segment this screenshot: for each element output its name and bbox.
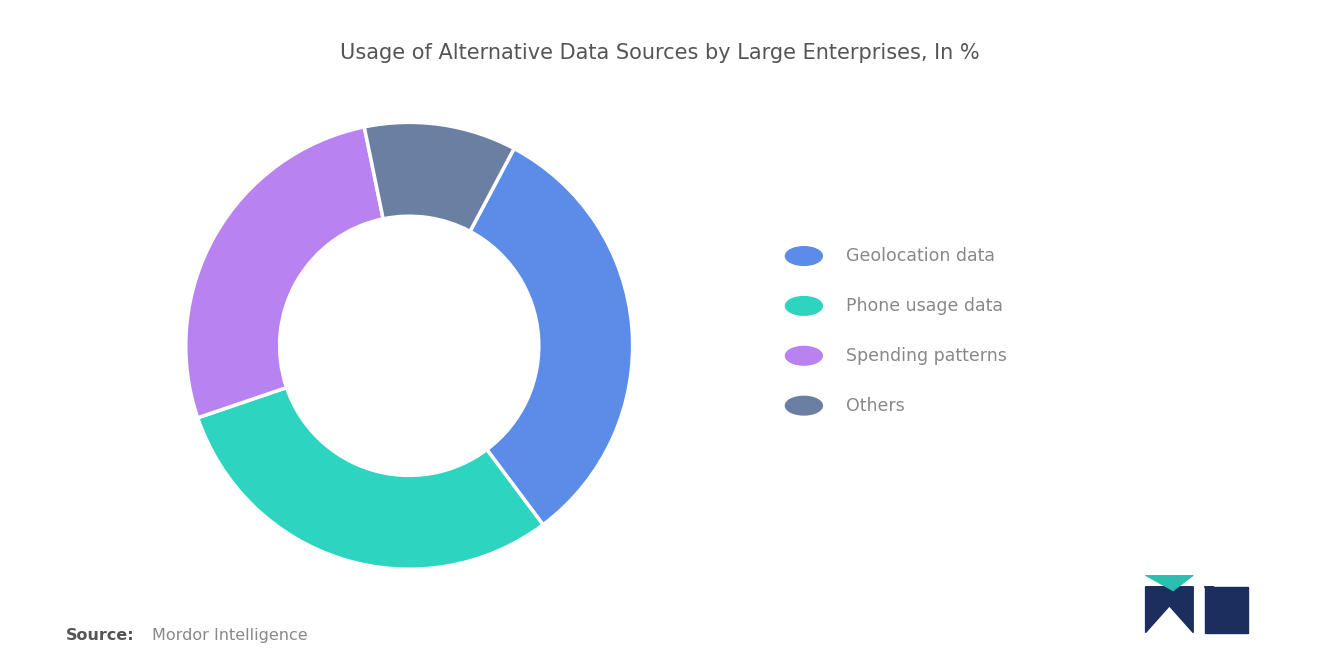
Text: Source:: Source: [66, 628, 135, 642]
Text: Mordor Intelligence: Mordor Intelligence [152, 628, 308, 642]
Wedge shape [198, 388, 543, 569]
Wedge shape [186, 127, 383, 418]
Polygon shape [1146, 587, 1193, 632]
Text: Spending patterns: Spending patterns [846, 346, 1007, 365]
Text: Usage of Alternative Data Sources by Large Enterprises, In %: Usage of Alternative Data Sources by Lar… [341, 43, 979, 63]
Wedge shape [470, 148, 632, 525]
Text: Geolocation data: Geolocation data [846, 247, 995, 265]
Polygon shape [1204, 587, 1249, 632]
Polygon shape [1146, 575, 1193, 591]
Wedge shape [364, 122, 513, 231]
Polygon shape [1204, 587, 1249, 632]
Text: Others: Others [846, 396, 906, 415]
Text: Phone usage data: Phone usage data [846, 297, 1003, 315]
